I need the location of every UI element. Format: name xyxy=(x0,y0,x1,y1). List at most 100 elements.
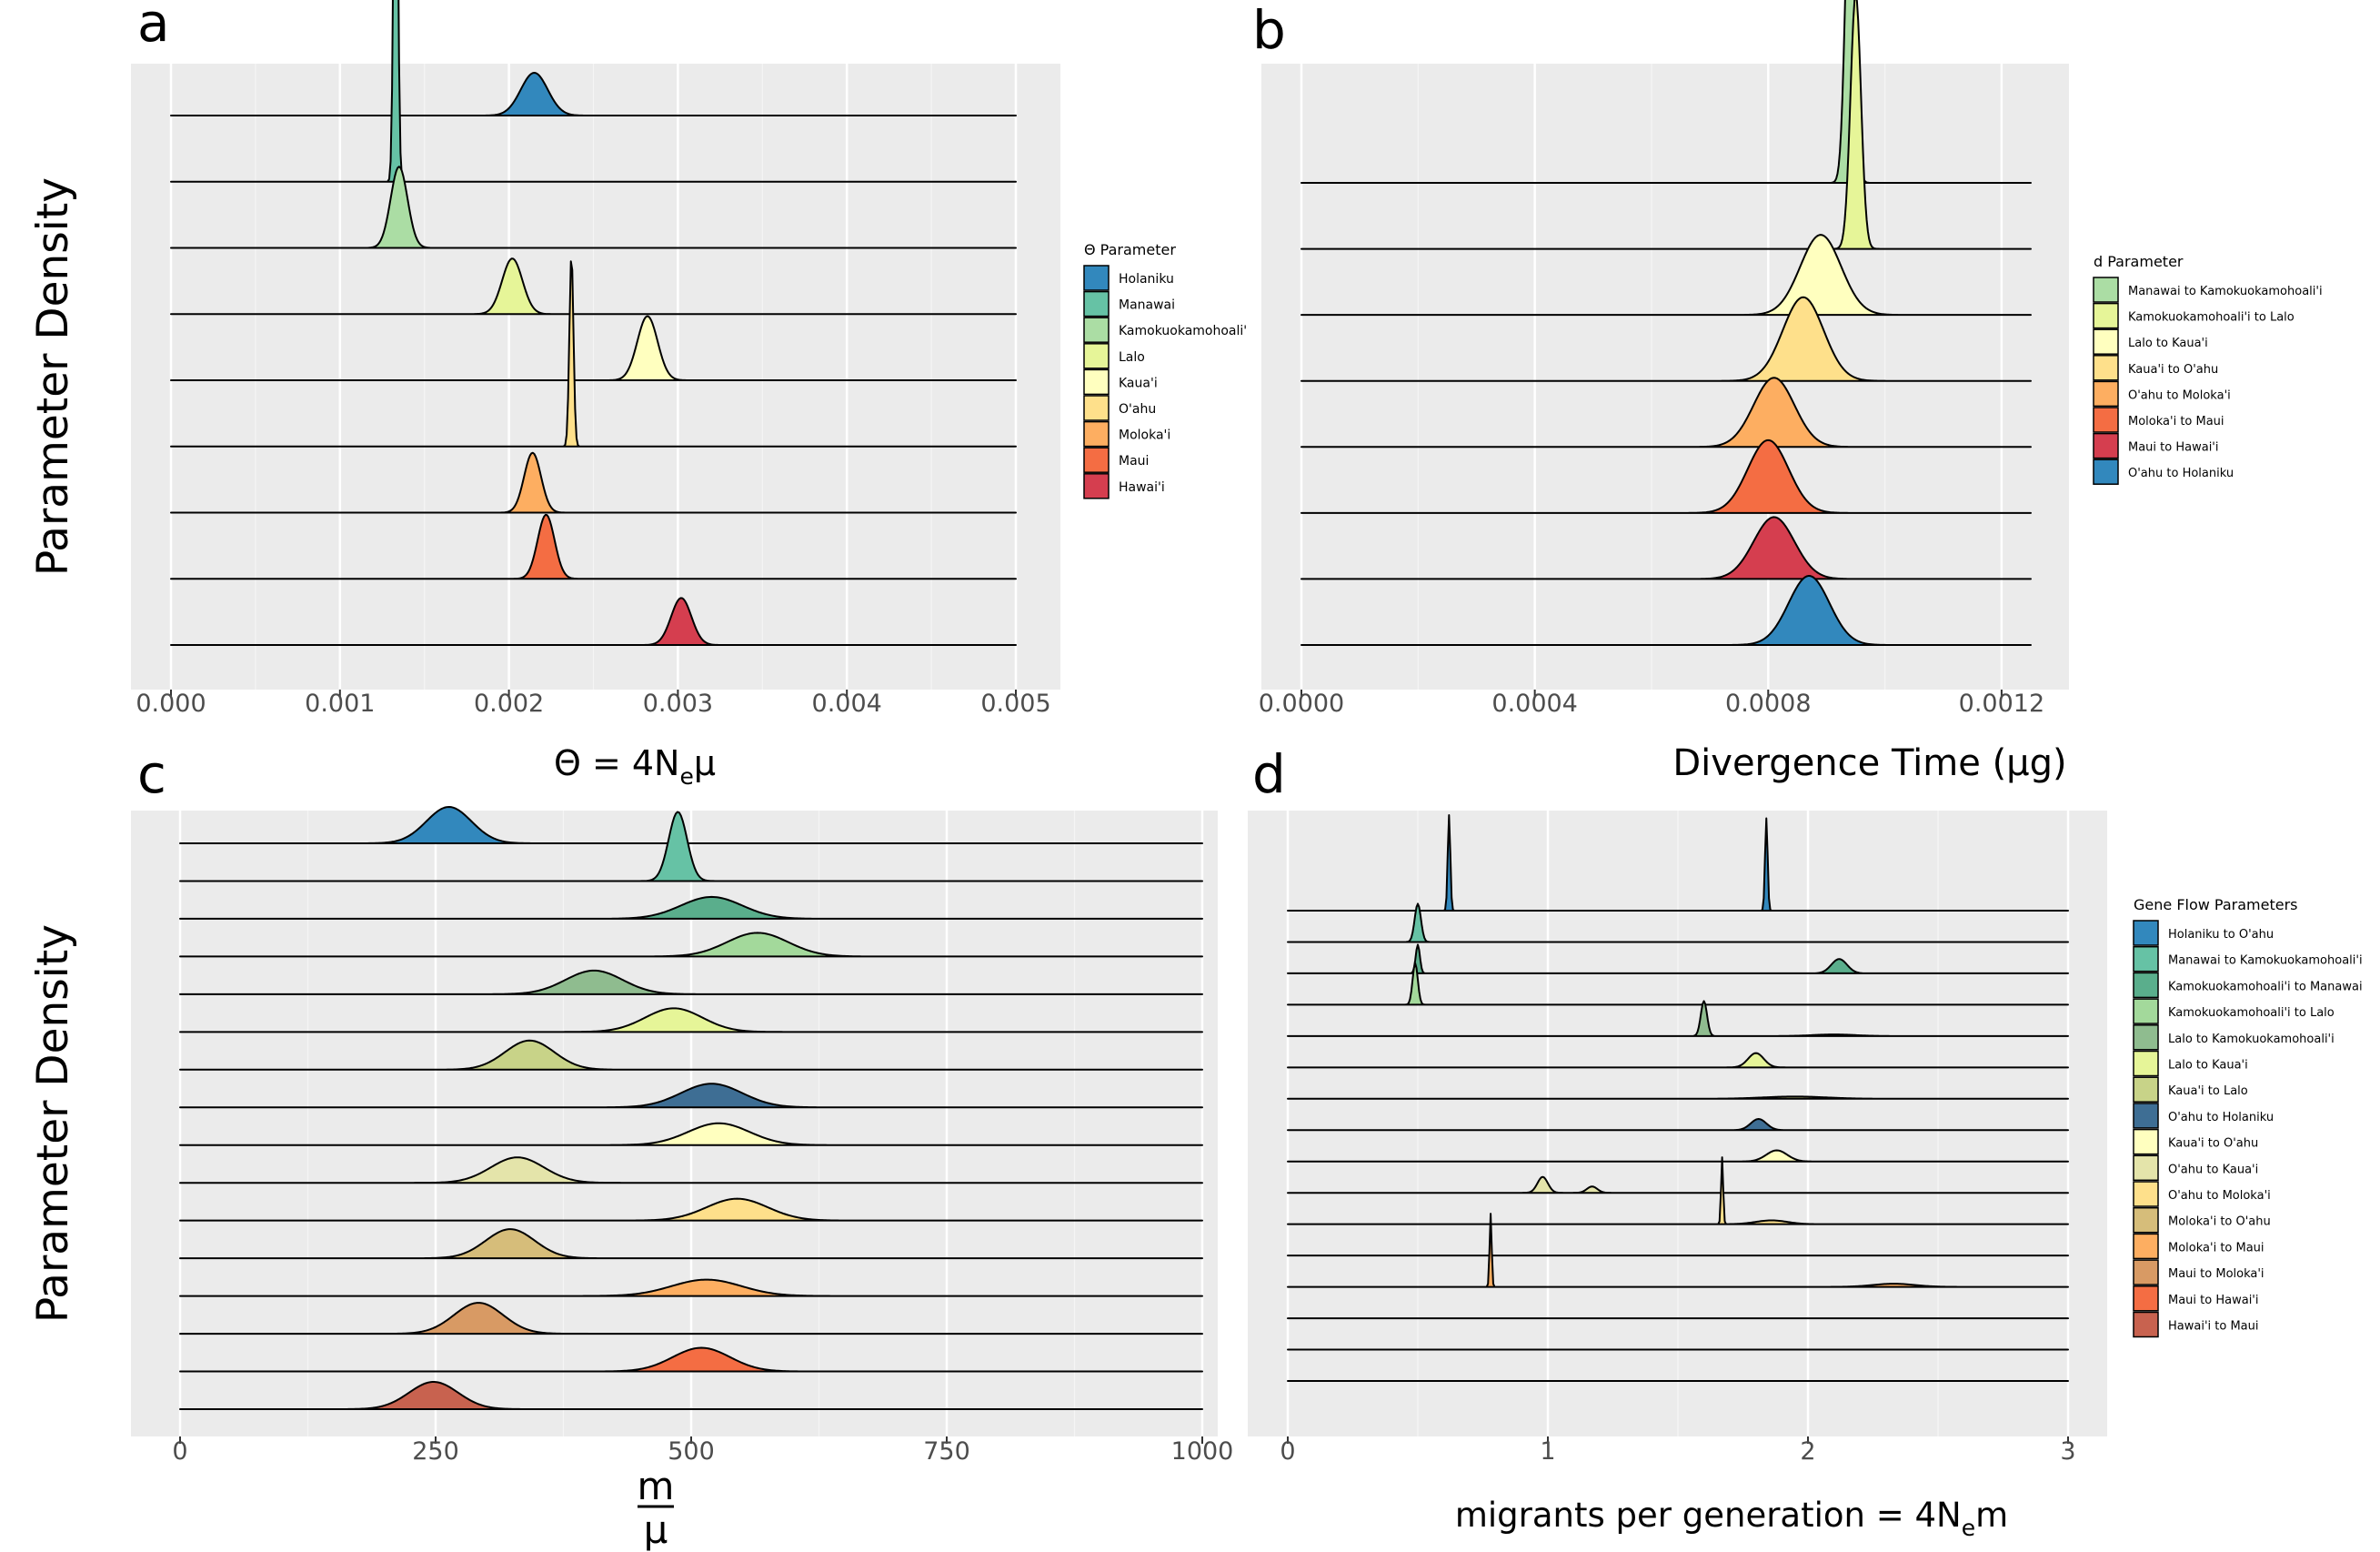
x-tick-label: 1000 xyxy=(1171,1437,1234,1466)
legend-swatch xyxy=(1083,343,1110,369)
legend-label: Holaniku xyxy=(1119,272,1174,287)
legend-label: O'ahu to Moloka'i xyxy=(2128,388,2231,402)
panel-c: c 0 250 500 750 1000 Parameter Density m μ xyxy=(28,743,1233,1552)
panel-b: b 0.0000 0.0004 0.0008 0.0012 Divergence Ti… xyxy=(1252,0,2323,784)
legend-label: Hawai'i xyxy=(1119,480,1165,495)
x-tick-label: 0.001 xyxy=(305,690,375,718)
ridge-kaua-i-to-lalo xyxy=(1287,1095,2069,1100)
ridge-series-4 xyxy=(179,969,1203,995)
legend-swatch xyxy=(1083,473,1110,499)
panel-d-grid xyxy=(1286,811,2070,1436)
ridge-maui-to-hawai-i xyxy=(1300,516,2032,580)
legend-label: Kamokuokamohoali' xyxy=(1119,324,1247,338)
panel-b-legend: d Parameter Manawai to Kamokuokamohoali'i… xyxy=(2093,253,2323,485)
legend-title: Gene Flow Parameters xyxy=(2134,896,2298,913)
ridge-moloka-i-to-maui xyxy=(1287,1213,2069,1288)
legend-label: Moloka'i to Maui xyxy=(2128,415,2224,428)
ridge-series-8 xyxy=(179,1122,1203,1146)
ridge-hawai-i xyxy=(170,597,1017,646)
legend-label: Holaniku to O'ahu xyxy=(2168,928,2274,942)
legend-swatch xyxy=(2133,1024,2159,1051)
ridge-lalo-to-kaua-i xyxy=(1287,1052,2069,1069)
panel-d-legend: Gene Flow Parameters Holaniku to O'ahu Man… xyxy=(2133,896,2363,1338)
ridge-series-1 xyxy=(179,811,1203,882)
x-tick-label: 0.0008 xyxy=(1725,690,1811,718)
ridge-kaua-i-to-o-ahu xyxy=(1300,296,2032,382)
ridge-manawai xyxy=(170,0,1017,183)
legend-swatch xyxy=(2133,1050,2159,1077)
ridge-series-13 xyxy=(179,1302,1203,1335)
x-tick-label: 0.004 xyxy=(812,690,882,718)
panel-d-label: d xyxy=(1252,743,1286,805)
legend-title: Θ Parameter xyxy=(1084,241,1176,258)
legend-swatch xyxy=(2133,1076,2159,1103)
panel-b-plot-area xyxy=(1261,64,2069,690)
legend-label: Lalo to Kamokuokamohoali'i xyxy=(2168,1033,2335,1046)
legend-label: Manawai to Kamokuokamohoali'i xyxy=(2168,954,2363,968)
ridge-o-ahu-to-moloka-i xyxy=(1300,377,2032,448)
legend-label: Kamokuokamohoali'i to Manawai xyxy=(2168,980,2363,993)
ridge-series-6 xyxy=(179,1039,1203,1071)
ridge-kaua-i-to-o-ahu xyxy=(1287,1149,2069,1163)
ridge-series-11 xyxy=(179,1228,1203,1260)
panel-a-y-axis-label: Parameter Density xyxy=(28,177,78,576)
ridge-holaniku xyxy=(170,72,1017,116)
ridge-lalo xyxy=(170,257,1017,316)
x-tick-label: 0.002 xyxy=(474,690,544,718)
legend-label: Hawai'i to Maui xyxy=(2168,1320,2259,1334)
legend-swatch xyxy=(2093,380,2119,408)
legend-swatch xyxy=(2133,945,2159,973)
ridge-maui xyxy=(170,513,1017,580)
legend-label: Kaua'i xyxy=(1119,376,1158,390)
legend-swatch xyxy=(2133,1181,2159,1207)
legend-swatch xyxy=(2133,1233,2159,1260)
x-tick-label: 2 xyxy=(1800,1437,1815,1466)
panel-c-x-axis-label-numerator: m xyxy=(638,1464,675,1508)
legend-label: Moloka'i to O'ahu xyxy=(2168,1215,2271,1229)
panel-b-x-axis-label: Divergence Time (μg) xyxy=(1672,742,2066,784)
legend-swatch xyxy=(2133,972,2159,999)
ridge-o-ahu-to-holaniku xyxy=(1300,575,2032,646)
x-tick-label: 750 xyxy=(923,1437,970,1466)
panel-b-x-ticks: 0.0000 0.0004 0.0008 0.0012 xyxy=(1259,690,2044,718)
x-tick-label: 0.000 xyxy=(136,690,206,718)
legend-label: Manawai to Kamokuokamohoali'i xyxy=(2128,285,2323,298)
panel-c-x-axis-label-denominator: μ xyxy=(644,1507,668,1552)
legend-label: Lalo xyxy=(1119,350,1145,365)
legend-swatch xyxy=(2093,432,2119,459)
legend-label: Kaua'i to O'ahu xyxy=(2168,1137,2258,1151)
ridge-kamokuokamohoali-i-to-lalo xyxy=(1287,962,2069,1006)
legend-label: Kaua'i to O'ahu xyxy=(2128,363,2218,377)
ridge-series-10 xyxy=(179,1197,1203,1222)
legend-label: Maui to Moloka'i xyxy=(2168,1267,2265,1281)
panel-a-x-axis-label: Θ = 4Neμ xyxy=(554,743,716,790)
legend-label: Moloka'i to Maui xyxy=(2168,1241,2265,1255)
ridge-series-3 xyxy=(179,932,1203,958)
legend-label: Lalo to Kaua'i xyxy=(2128,337,2208,350)
panel-b-label: b xyxy=(1252,0,1286,61)
ridge-kamokuokamohoali-i-to-manawai xyxy=(1287,943,2069,974)
legend-swatch xyxy=(2133,1206,2159,1234)
legend-swatch xyxy=(2093,302,2119,329)
ridge-series-14 xyxy=(179,1346,1203,1373)
legend-swatch xyxy=(2133,1311,2159,1338)
panel-a: a 0.000 0.001 0.002 0.003 0.004 0.005 Paramet… xyxy=(28,0,1247,790)
legend-swatch xyxy=(2093,328,2119,355)
x-tick-label: 1 xyxy=(1540,1437,1555,1466)
legend-swatch xyxy=(1083,420,1110,448)
legend-swatch xyxy=(2133,1259,2159,1285)
panel-c-y-axis-label: Parameter Density xyxy=(28,924,78,1323)
legend-swatch xyxy=(1083,317,1110,343)
ridge-o-ahu-to-moloka-i xyxy=(1287,1156,2069,1225)
x-tick-label: 0.0012 xyxy=(1959,690,2044,718)
ridge-series-7 xyxy=(179,1083,1203,1109)
panel-a-legend: Θ Parameter Holaniku Manawai Kamokuokamohoa… xyxy=(1083,241,1247,499)
x-tick-label: 250 xyxy=(412,1437,459,1466)
ridge-series-9 xyxy=(179,1156,1203,1184)
legend-label: O'ahu to Moloka'i xyxy=(2168,1189,2271,1203)
ridge-lalo-to-kamokuokamohoali-i xyxy=(1287,1000,2069,1037)
legend-swatch xyxy=(2093,459,2119,485)
ridge-manawai-to-kamokuokamohoali-i xyxy=(1287,902,2069,943)
legend-label: O'ahu to Kaua'i xyxy=(2168,1163,2258,1176)
